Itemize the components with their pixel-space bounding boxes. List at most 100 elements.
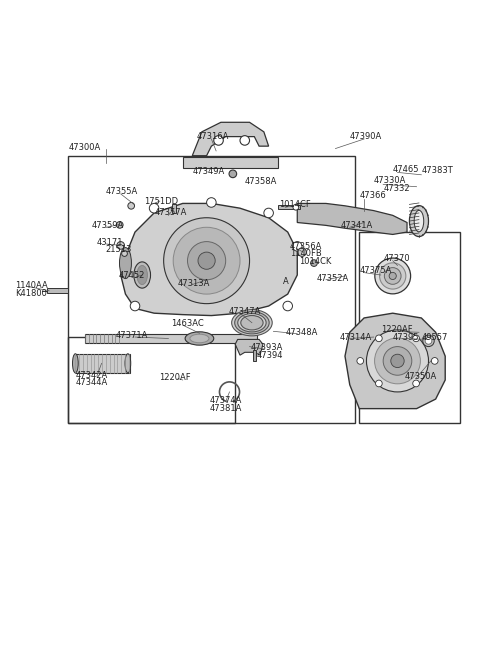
Text: 47452: 47452	[118, 271, 144, 280]
Bar	[172, 204, 176, 213]
Text: 47374A: 47374A	[209, 396, 242, 405]
Text: 47350A: 47350A	[405, 372, 437, 381]
Text: 47383T: 47383T	[421, 166, 453, 176]
Circle shape	[264, 208, 274, 217]
Ellipse shape	[235, 312, 269, 334]
Ellipse shape	[125, 354, 131, 373]
Circle shape	[164, 217, 250, 304]
Ellipse shape	[120, 248, 132, 278]
Ellipse shape	[375, 258, 410, 294]
Text: 1220AF: 1220AF	[159, 373, 191, 382]
Bar	[47, 288, 68, 293]
Text: 47349A: 47349A	[192, 168, 225, 176]
Bar	[85, 334, 257, 343]
Circle shape	[198, 252, 215, 269]
Text: K41800: K41800	[15, 289, 47, 298]
Polygon shape	[120, 204, 297, 316]
Ellipse shape	[190, 334, 209, 343]
Text: 47358A: 47358A	[245, 177, 277, 186]
Bar	[278, 205, 300, 209]
Circle shape	[292, 242, 302, 251]
Circle shape	[229, 170, 237, 178]
Text: 47330A: 47330A	[373, 176, 406, 185]
Polygon shape	[235, 339, 263, 355]
Text: 21513: 21513	[106, 245, 132, 254]
Circle shape	[293, 204, 299, 210]
Text: 47390A: 47390A	[350, 132, 382, 141]
Text: 47314A: 47314A	[339, 333, 372, 341]
Ellipse shape	[238, 314, 266, 332]
Text: 47348A: 47348A	[286, 328, 318, 337]
Bar	[68, 337, 235, 423]
Text: 47465: 47465	[393, 165, 419, 174]
Ellipse shape	[380, 263, 406, 289]
Text: 47300A: 47300A	[68, 143, 100, 151]
Text: 47395: 47395	[393, 333, 419, 341]
Ellipse shape	[232, 310, 272, 336]
Ellipse shape	[409, 206, 429, 236]
Text: 47341A: 47341A	[340, 221, 372, 230]
Text: A: A	[283, 277, 288, 286]
Polygon shape	[192, 122, 269, 156]
Text: 47347A: 47347A	[228, 307, 261, 316]
Text: 47394: 47394	[257, 350, 283, 360]
Circle shape	[121, 251, 127, 256]
Text: 47316A: 47316A	[197, 132, 229, 141]
Text: 43171: 43171	[97, 238, 123, 247]
Circle shape	[357, 358, 364, 364]
Circle shape	[413, 380, 420, 387]
Text: 1140AA: 1140AA	[15, 281, 48, 290]
Circle shape	[117, 242, 124, 250]
Ellipse shape	[241, 316, 263, 330]
Bar	[75, 354, 130, 373]
Text: 47370: 47370	[383, 254, 410, 263]
Circle shape	[116, 221, 123, 228]
Text: 47375A: 47375A	[360, 266, 392, 275]
Text: 1014CK: 1014CK	[299, 257, 332, 266]
Circle shape	[298, 248, 306, 256]
Ellipse shape	[137, 265, 147, 284]
Text: 47356A: 47356A	[290, 242, 323, 252]
Polygon shape	[297, 204, 407, 234]
Bar	[360, 232, 459, 423]
Ellipse shape	[134, 262, 151, 288]
Circle shape	[128, 202, 134, 209]
Circle shape	[374, 338, 420, 384]
Text: 47393A: 47393A	[251, 343, 283, 352]
Text: 47359A: 47359A	[92, 221, 124, 230]
Circle shape	[130, 301, 140, 310]
Text: 47352A: 47352A	[316, 274, 348, 284]
Text: 49557: 49557	[421, 333, 448, 341]
Circle shape	[375, 380, 382, 387]
Text: 47371A: 47371A	[116, 331, 148, 340]
Circle shape	[311, 260, 317, 267]
Circle shape	[173, 227, 240, 294]
Circle shape	[375, 335, 382, 342]
Text: 1140FB: 1140FB	[290, 249, 322, 258]
Circle shape	[383, 346, 412, 375]
Ellipse shape	[185, 332, 214, 345]
Ellipse shape	[384, 268, 401, 284]
Polygon shape	[183, 157, 278, 168]
Circle shape	[423, 335, 434, 346]
Text: 1014CF: 1014CF	[279, 200, 311, 209]
Text: 1463AC: 1463AC	[171, 319, 204, 328]
Text: 47342A: 47342A	[75, 371, 108, 380]
Text: 47366: 47366	[360, 191, 386, 200]
Circle shape	[214, 136, 223, 145]
Polygon shape	[345, 313, 445, 409]
Circle shape	[366, 330, 429, 392]
Circle shape	[188, 242, 226, 280]
Text: 47381A: 47381A	[209, 403, 242, 413]
Circle shape	[391, 354, 404, 367]
Text: 1751DD: 1751DD	[144, 196, 178, 206]
Circle shape	[425, 337, 432, 345]
Text: 1220AF: 1220AF	[381, 326, 412, 335]
Circle shape	[413, 335, 420, 342]
Text: 47344A: 47344A	[75, 378, 108, 387]
Text: 47332: 47332	[383, 183, 410, 193]
Text: 47355A: 47355A	[106, 187, 138, 196]
Bar	[253, 350, 256, 361]
Circle shape	[283, 301, 292, 310]
Ellipse shape	[414, 210, 424, 232]
